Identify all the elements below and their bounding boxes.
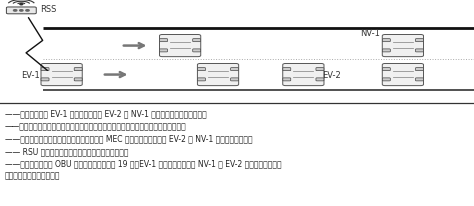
- FancyBboxPatch shape: [316, 78, 324, 81]
- FancyBboxPatch shape: [382, 64, 424, 86]
- Text: RSS: RSS: [40, 5, 57, 14]
- FancyBboxPatch shape: [198, 78, 205, 81]
- FancyBboxPatch shape: [41, 78, 49, 81]
- FancyBboxPatch shape: [74, 78, 82, 81]
- FancyBboxPatch shape: [283, 78, 291, 81]
- FancyBboxPatch shape: [74, 68, 82, 71]
- FancyBboxPatch shape: [6, 8, 36, 15]
- FancyBboxPatch shape: [383, 50, 390, 53]
- FancyBboxPatch shape: [283, 64, 324, 86]
- FancyBboxPatch shape: [41, 68, 49, 71]
- Text: NV-1: NV-1: [360, 28, 380, 37]
- FancyBboxPatch shape: [283, 68, 291, 71]
- Text: ——路侧感知设备（例如摄像头、雷达等）周期性对周边的车辆的运行状况进行探测；: ——路侧感知设备（例如摄像头、雷达等）周期性对周边的车辆的运行状况进行探测；: [5, 122, 186, 130]
- FancyBboxPatch shape: [160, 40, 167, 42]
- FancyBboxPatch shape: [197, 64, 238, 86]
- FancyBboxPatch shape: [193, 50, 201, 53]
- FancyBboxPatch shape: [41, 64, 82, 86]
- Text: EV-2: EV-2: [322, 71, 341, 80]
- FancyBboxPatch shape: [383, 40, 390, 42]
- Text: EV-1: EV-1: [21, 71, 40, 80]
- FancyBboxPatch shape: [231, 78, 238, 81]
- Text: ——自动驾驶车辆的 OBU 接收感知信息。如图 19 中，EV-1 从路侧消息获取到 NV-1 及 EV-2 为异常驾驶车辆，: ——自动驾驶车辆的 OBU 接收感知信息。如图 19 中，EV-1 从路侧消息获…: [5, 159, 282, 167]
- FancyBboxPatch shape: [416, 50, 423, 53]
- FancyBboxPatch shape: [416, 68, 423, 71]
- FancyBboxPatch shape: [316, 68, 324, 71]
- FancyBboxPatch shape: [416, 78, 423, 81]
- FancyBboxPatch shape: [159, 35, 201, 57]
- Text: ——自动驾驶车辆 EV-1 正常行驶，车辆 EV-2 及 NV-1 的运行车速低于其他车辆；: ——自动驾驶车辆 EV-1 正常行驶，车辆 EV-2 及 NV-1 的运行车速低…: [5, 109, 207, 118]
- Text: —— RSU 实时广播给其覆盖范围内的自动驾驶车辆；: —— RSU 实时广播给其覆盖范围内的自动驾驶车辆；: [5, 146, 128, 155]
- Circle shape: [20, 5, 23, 6]
- Text: ——路侧感知设备将感知到的原始信息发送给 MEC 处理，可识别出车辆 EV-2 及 NV-1 为异常驾驶车辆；: ——路侧感知设备将感知到的原始信息发送给 MEC 处理，可识别出车辆 EV-2 …: [5, 134, 252, 143]
- FancyBboxPatch shape: [160, 50, 167, 53]
- Circle shape: [26, 11, 29, 12]
- FancyBboxPatch shape: [383, 68, 390, 71]
- Text: 可以进行提前减速等操作。: 可以进行提前减速等操作。: [5, 171, 60, 180]
- FancyBboxPatch shape: [198, 68, 205, 71]
- Circle shape: [13, 11, 17, 12]
- FancyBboxPatch shape: [416, 40, 423, 42]
- FancyBboxPatch shape: [193, 40, 201, 42]
- FancyBboxPatch shape: [231, 68, 238, 71]
- FancyBboxPatch shape: [382, 35, 424, 57]
- FancyBboxPatch shape: [383, 78, 390, 81]
- Circle shape: [19, 11, 23, 12]
